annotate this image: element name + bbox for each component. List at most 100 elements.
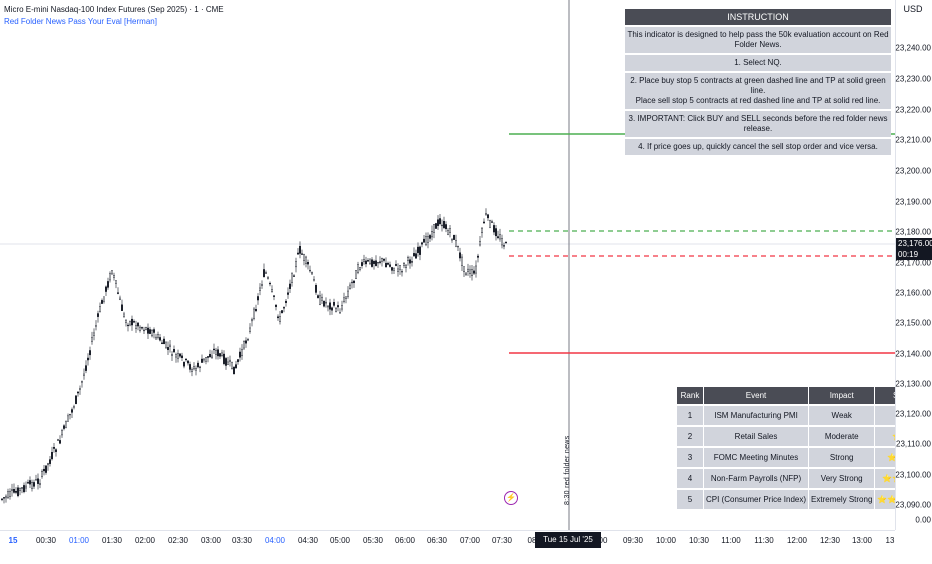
candle-body [43, 468, 46, 472]
candle-body [232, 366, 235, 375]
candle-body [254, 309, 257, 312]
candle-body [421, 242, 424, 245]
price-tick: 23,210.00 [895, 135, 931, 145]
candle-body [51, 452, 54, 460]
candle-body [285, 300, 288, 303]
candle-body [118, 297, 121, 301]
candle-body [313, 279, 316, 282]
price-tick: 23,160.00 [895, 288, 931, 298]
candle-body [327, 305, 330, 308]
candle-body [104, 286, 107, 292]
time-tick: 07:00 [459, 536, 481, 545]
price-axis[interactable]: 23,240.00 23,230.00 23,220.00 23,210.00 23,2… [895, 0, 932, 530]
candle-body [21, 487, 24, 489]
price-chart[interactable] [0, 0, 895, 530]
candle-body [214, 349, 217, 355]
candle-body [80, 381, 83, 383]
candle-body [37, 478, 40, 484]
candle-body [31, 482, 34, 489]
candle-body [166, 347, 169, 350]
candle-body [271, 289, 274, 292]
candle-body [309, 269, 312, 272]
candle-body [142, 329, 145, 332]
candle-body [293, 275, 296, 277]
candle-body [76, 391, 79, 394]
candle-body [154, 336, 157, 340]
instruction-header: INSTRUCTION [625, 9, 891, 25]
candle-body [281, 310, 284, 314]
price-tick: 23,240.00 [895, 43, 931, 53]
candle-body [174, 354, 177, 358]
candle-body [1, 498, 4, 500]
candle-body [212, 348, 215, 351]
candle-body [257, 296, 260, 301]
candle-body [164, 341, 167, 348]
candle-body [106, 281, 109, 288]
candle-body [100, 300, 103, 304]
candle-body [353, 280, 356, 284]
candle-body [224, 358, 227, 366]
symbol-title[interactable]: Micro E-mini Nasdaq-100 Index Futures (S… [4, 5, 224, 14]
candle-body [150, 330, 153, 337]
candle-body [182, 361, 185, 367]
candle-body [226, 361, 229, 365]
price-tick: 23,230.00 [895, 74, 931, 84]
candle-body [399, 265, 402, 270]
candle-body [359, 267, 362, 270]
candle-body [273, 295, 276, 297]
candle-body [10, 489, 13, 491]
candle-body [108, 273, 111, 281]
time-tick: 06:30 [426, 536, 448, 545]
candle-body [96, 313, 99, 317]
candle-body [55, 449, 58, 452]
candle-body [184, 358, 187, 361]
candle-body [138, 326, 141, 331]
candle-body [411, 261, 414, 263]
candle-body [94, 325, 97, 327]
candle-body [395, 264, 398, 266]
candle-body [144, 327, 147, 330]
candle-body [178, 353, 181, 357]
candle-body [315, 285, 318, 293]
candle-body [192, 366, 195, 370]
candle-body [343, 297, 346, 302]
candle-body [90, 337, 93, 342]
time-tick: 06:00 [394, 536, 416, 545]
candle-body [415, 253, 418, 259]
candle-body [361, 262, 364, 266]
candle-body [35, 479, 38, 481]
candle-body [447, 230, 450, 235]
price-tick: 23,150.00 [895, 318, 931, 328]
candle-body [433, 224, 436, 233]
candle-body [393, 267, 396, 271]
candle-body [423, 238, 426, 243]
candle-body [134, 325, 137, 329]
candle-body [435, 223, 438, 229]
candle-body [453, 235, 456, 240]
candle-body [8, 491, 11, 497]
candle-body [321, 296, 324, 301]
currency-label[interactable]: USD [903, 4, 923, 14]
candle-body [383, 259, 386, 261]
time-axis[interactable]: 15 00:30 01:00 01:30 02:00 02:30 03:00 03:30 04:… [0, 530, 895, 551]
candle-body [381, 258, 384, 262]
price-tick: 23,140.00 [895, 349, 931, 359]
time-tick: 02:00 [134, 536, 156, 545]
candle-body [210, 355, 213, 358]
candle-body [200, 358, 203, 363]
candle-body [61, 430, 64, 436]
candle-body [17, 487, 20, 497]
indicator-title[interactable]: Red Folder News Pass Your Eval [Herman] [4, 17, 157, 26]
chart-legend: Micro E-mini Nasdaq-100 Index Futures (S… [4, 4, 224, 28]
candle-body [114, 280, 117, 284]
candle-body [267, 277, 270, 279]
candle-body [176, 353, 179, 359]
price-tick: 23,090.00 [895, 500, 931, 510]
price-tick: 23,190.00 [895, 197, 931, 207]
candle-body [158, 337, 161, 341]
candle-body [120, 304, 123, 311]
flash-icon[interactable]: ⚡ [504, 491, 518, 505]
candle-body [208, 354, 211, 358]
candle-body [4, 495, 7, 499]
